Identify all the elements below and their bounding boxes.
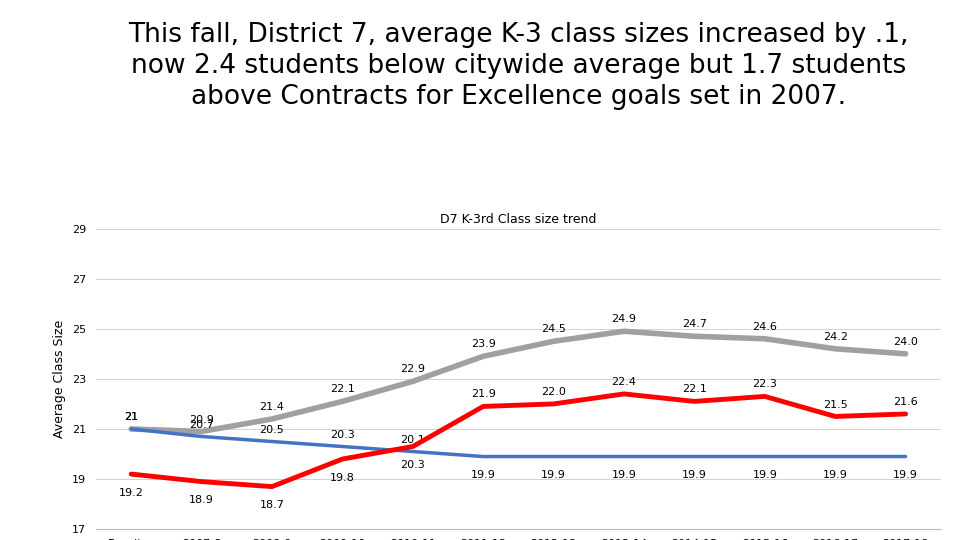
Text: 23.9: 23.9 <box>470 339 495 349</box>
Text: 22.4: 22.4 <box>612 377 636 387</box>
Text: 19.9: 19.9 <box>682 470 707 481</box>
Text: 20.3: 20.3 <box>400 461 425 470</box>
Text: 22.1: 22.1 <box>330 384 355 394</box>
Text: 18.7: 18.7 <box>259 501 284 510</box>
Text: 19.8: 19.8 <box>330 473 355 483</box>
Text: 21.9: 21.9 <box>470 389 495 400</box>
Text: 21.5: 21.5 <box>823 400 848 409</box>
Text: 21.4: 21.4 <box>259 402 284 412</box>
Text: 21: 21 <box>124 412 138 422</box>
Text: 20.7: 20.7 <box>189 420 214 429</box>
Text: 20.1: 20.1 <box>400 435 425 444</box>
Text: 20.3: 20.3 <box>330 430 355 440</box>
Y-axis label: Average Class Size: Average Class Size <box>54 320 66 438</box>
Text: 22.9: 22.9 <box>400 364 425 374</box>
Text: 24.6: 24.6 <box>753 322 778 332</box>
Text: 24.7: 24.7 <box>682 319 707 329</box>
Text: 24.2: 24.2 <box>823 332 848 342</box>
Text: 22.1: 22.1 <box>682 384 707 394</box>
Text: 19.9: 19.9 <box>893 470 918 481</box>
Text: 22.0: 22.0 <box>541 387 566 397</box>
Text: This fall, District 7, average K-3 class sizes increased by .1,
now 2.4 students: This fall, District 7, average K-3 class… <box>128 22 909 110</box>
Text: 19.9: 19.9 <box>612 470 636 481</box>
Text: 24.0: 24.0 <box>893 337 918 347</box>
Text: 19.2: 19.2 <box>119 488 144 498</box>
Text: 19.9: 19.9 <box>753 470 778 481</box>
Text: 19.9: 19.9 <box>541 470 566 481</box>
Text: 21.6: 21.6 <box>893 397 918 407</box>
Title: D7 K-3rd Class size trend: D7 K-3rd Class size trend <box>441 213 596 226</box>
Text: 18.9: 18.9 <box>189 496 214 505</box>
Text: 24.5: 24.5 <box>541 325 566 334</box>
Text: 22.3: 22.3 <box>753 380 778 389</box>
Text: 21: 21 <box>124 412 138 422</box>
Text: 24.9: 24.9 <box>612 314 636 325</box>
Text: 19.9: 19.9 <box>470 470 495 481</box>
Text: 20.9: 20.9 <box>189 415 214 424</box>
Text: 19.9: 19.9 <box>823 470 848 481</box>
Text: 20.5: 20.5 <box>259 424 284 435</box>
